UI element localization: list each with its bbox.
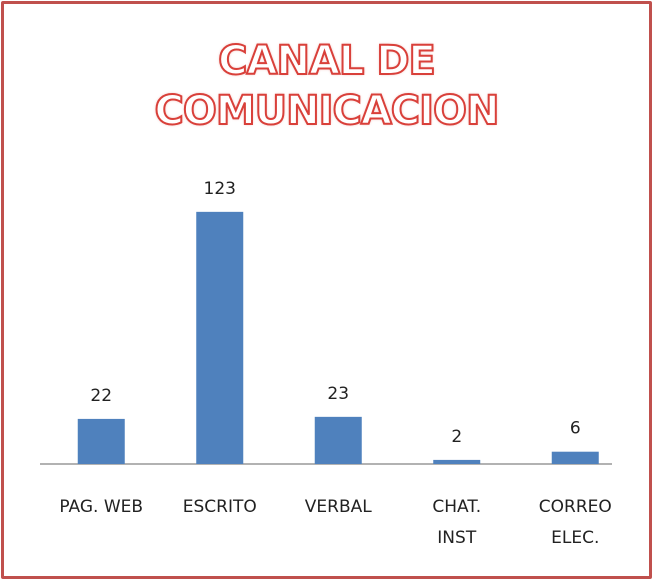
bar (551, 451, 599, 464)
data-label: 22 (90, 386, 112, 406)
data-label: 123 (204, 179, 236, 199)
data-label: 23 (327, 384, 349, 404)
x-tick-label: ESCRITO (182, 497, 257, 517)
bar (433, 459, 481, 464)
bar (77, 418, 125, 464)
data-label: 2 (451, 427, 462, 447)
bar (314, 416, 362, 464)
x-tick-label: VERBAL (304, 497, 372, 517)
chart-title: CANAL DE COMUNICACION (153, 37, 500, 135)
data-label: 6 (570, 419, 581, 439)
x-tick-label: CHAT. INST (432, 497, 482, 548)
x-tick-label: PAG. WEB (59, 497, 144, 517)
bar (196, 211, 244, 464)
x-tick-label: CORREO ELEC. (538, 497, 612, 548)
